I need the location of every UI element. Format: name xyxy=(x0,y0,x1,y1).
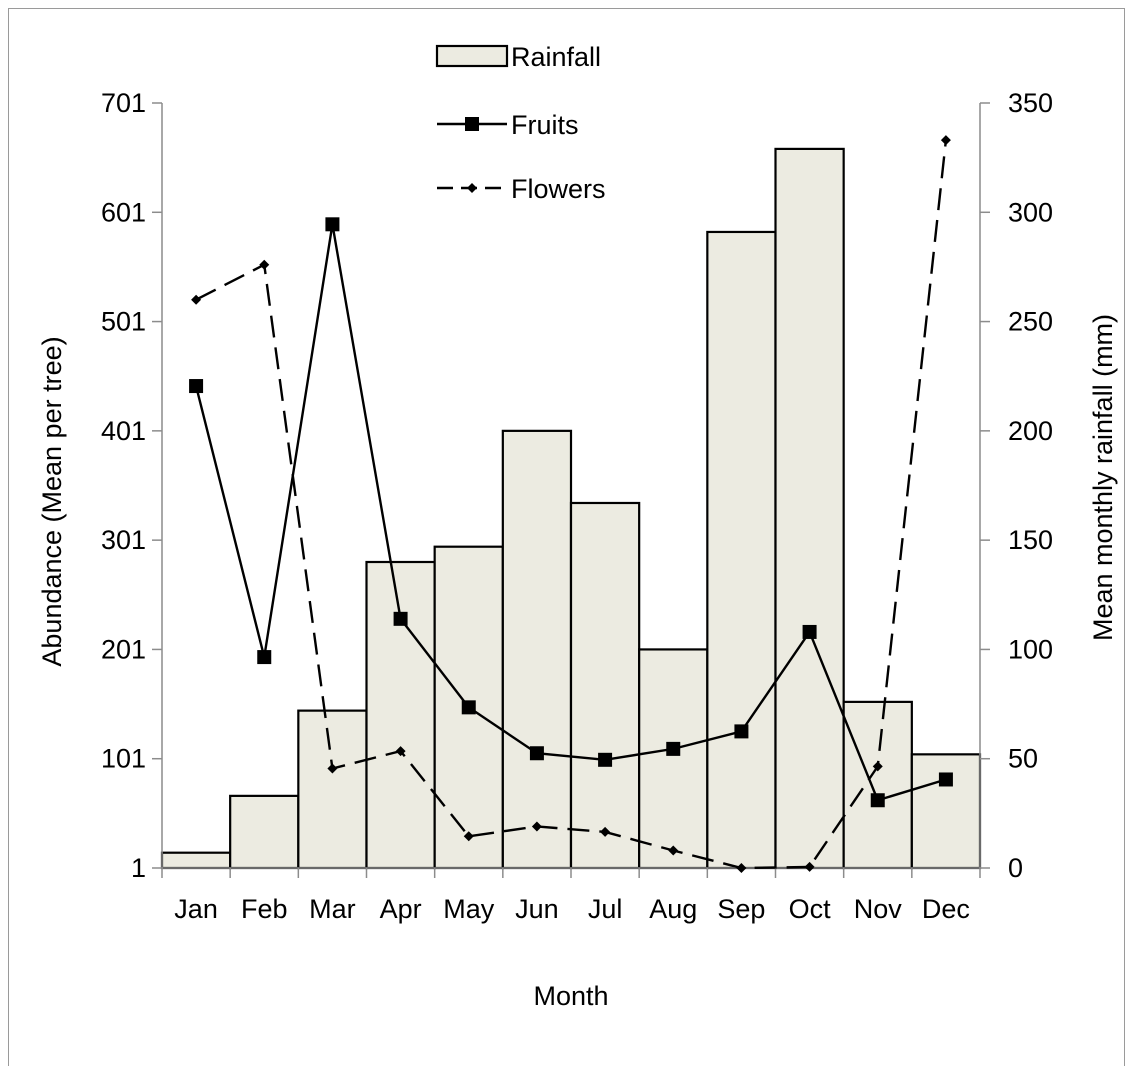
x-tick-label: Aug xyxy=(649,894,697,924)
right-tick-label: 200 xyxy=(1008,416,1053,446)
axes: 1 101 201 301 401 501 601 701 0 50 100 150 200 250 300… xyxy=(101,88,1053,924)
fruits-point-may xyxy=(461,700,476,715)
fruits-point-jun xyxy=(529,746,544,761)
left-tick-label: 401 xyxy=(101,416,146,446)
x-tick-label: Jan xyxy=(174,894,218,924)
left-tick-label: 501 xyxy=(101,307,146,337)
right-tick-label: 50 xyxy=(1008,744,1038,774)
fruits-point-sep xyxy=(734,724,749,739)
flowers-point-jun xyxy=(531,821,542,832)
flowers-point-nov xyxy=(872,761,883,772)
legend: Rainfall Fruits Flowers xyxy=(435,42,606,204)
flowers-point-apr xyxy=(395,746,406,757)
x-tick-label: Sep xyxy=(717,894,765,924)
left-tick-label: 1 xyxy=(131,853,146,883)
fruits-point-jan xyxy=(189,379,204,394)
right-tick-label: 100 xyxy=(1008,634,1053,664)
right-tick-label: 300 xyxy=(1008,197,1053,227)
series-lines xyxy=(189,135,953,873)
legend-label-rainfall: Rainfall xyxy=(511,42,601,72)
legend-marker-fruits xyxy=(465,117,479,131)
legend-label-fruits: Fruits xyxy=(511,110,579,140)
x-tick-label: Nov xyxy=(854,894,903,924)
left-tick-label: 201 xyxy=(101,634,146,664)
fruits-point-nov xyxy=(870,793,885,808)
rainfall-bar-apr xyxy=(365,560,436,870)
legend-swatch-rainfall xyxy=(435,44,509,68)
fruits-point-jul xyxy=(598,752,613,767)
rainfall-bar-jul xyxy=(569,501,641,870)
rainfall-bar-feb xyxy=(229,794,300,870)
right-tick-label: 350 xyxy=(1008,88,1053,118)
left-tick-label: 101 xyxy=(101,744,146,774)
flowers-point-jul xyxy=(600,826,611,837)
left-tick-label: 601 xyxy=(101,197,146,227)
rainfall-bar-jan xyxy=(160,851,232,870)
fruits-point-aug xyxy=(666,741,681,756)
x-tick-label: Dec xyxy=(922,894,970,924)
flowers-point-feb xyxy=(259,259,270,270)
fruits-line xyxy=(194,224,947,802)
flowers-point-dec xyxy=(940,135,951,146)
x-tick-label: May xyxy=(443,894,495,924)
left-y-axis-title: Abundance (Mean per tree) xyxy=(37,336,67,666)
fruits-point-feb xyxy=(257,650,272,665)
rainfall-bar-oct xyxy=(774,147,845,870)
rainfall-bar-jun xyxy=(501,429,573,870)
fruits-point-oct xyxy=(802,624,817,639)
fruits-point-dec xyxy=(938,772,953,787)
left-tick-label: 701 xyxy=(101,88,146,118)
x-tick-label: Feb xyxy=(241,894,288,924)
fruits-point-mar xyxy=(325,217,340,232)
x-axis-title: Month xyxy=(533,981,608,1011)
chart-frame xyxy=(8,8,1125,1066)
flowers-point-may xyxy=(463,831,474,842)
x-tick-label: Jul xyxy=(588,894,623,924)
flowers-line xyxy=(195,140,948,870)
flowers-point-sep xyxy=(736,863,747,873)
x-tick-label: Jun xyxy=(515,894,559,924)
flowers-point-oct xyxy=(804,861,815,872)
right-tick-label: 150 xyxy=(1008,525,1053,555)
right-tick-label: 250 xyxy=(1008,307,1053,337)
rainfall-bar-sep xyxy=(706,230,777,870)
rainfall-bar-mar xyxy=(297,709,368,870)
x-tick-label: Apr xyxy=(380,894,422,924)
x-tick-label: Oct xyxy=(789,894,832,924)
right-y-axis-title: Mean monthly rainfall (mm) xyxy=(1088,314,1118,641)
legend-marker-flowers xyxy=(467,183,477,193)
legend-label-flowers: Flowers xyxy=(511,174,606,204)
flowers-point-mar xyxy=(327,763,338,774)
x-tick-label: Mar xyxy=(309,894,356,924)
flowers-point-aug xyxy=(668,845,679,856)
rainfall-bars xyxy=(160,147,982,870)
flowers-point-jan xyxy=(191,294,202,305)
rainfall-bar-aug xyxy=(638,648,709,870)
rainfall-bar-dec xyxy=(910,753,982,870)
right-tick-label: 0 xyxy=(1008,853,1023,883)
fruits-point-apr xyxy=(393,611,408,626)
rainfall-bar-nov xyxy=(842,700,913,870)
left-tick-label: 301 xyxy=(101,525,146,555)
